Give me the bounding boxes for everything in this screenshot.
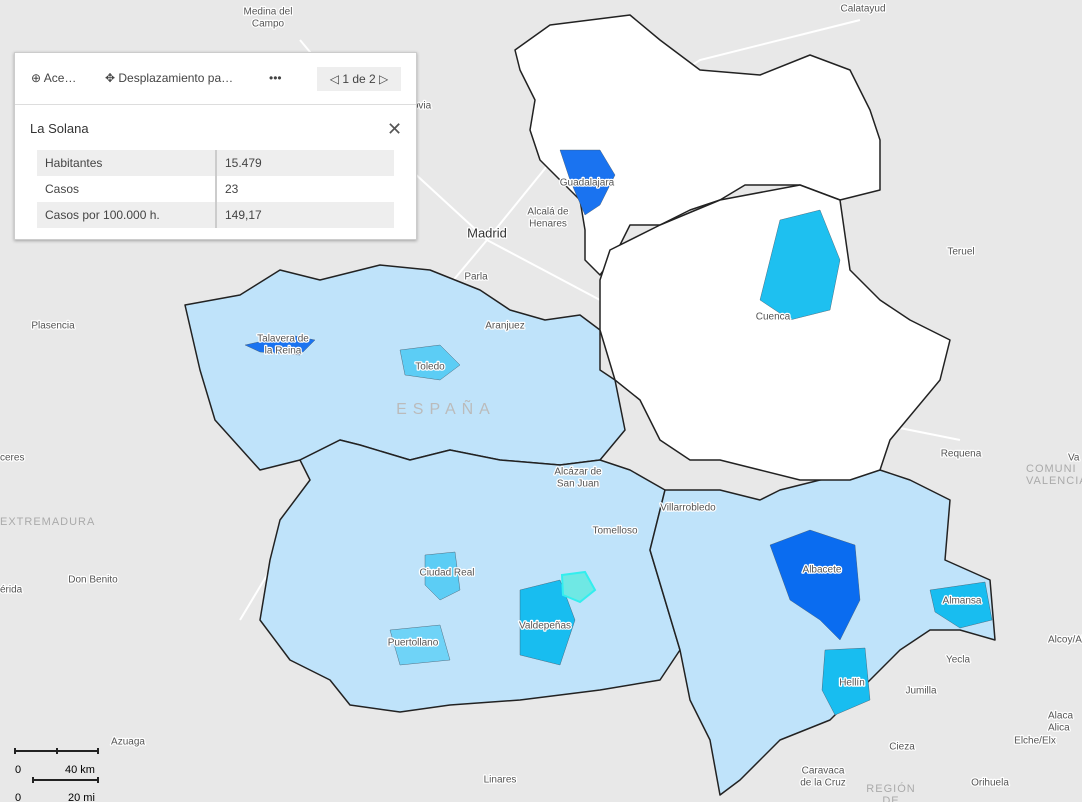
- place-label: Puertollano: [388, 638, 439, 649]
- scale-graphic: 0 40 km 0 20 mi: [14, 748, 99, 802]
- pager[interactable]: ◁ 1 de 2 ▷: [317, 67, 401, 91]
- place-label: ceres: [0, 453, 24, 464]
- place-label: Orihuela: [971, 778, 1009, 789]
- place-label: Valdepeñas: [519, 621, 571, 632]
- area-hellin: [821, 647, 871, 716]
- pan-button[interactable]: ✥ Desplazamiento pa…: [105, 71, 234, 85]
- place-label: Requena: [941, 449, 982, 460]
- table-row: Casos por 100.000 h. 149,17: [37, 202, 394, 228]
- place-label: Medina del: [244, 7, 293, 18]
- popup-title: La Solana: [30, 121, 89, 136]
- place-label: Don Benito: [68, 575, 118, 586]
- field-value: 149,17: [225, 208, 262, 222]
- km-zero: 0: [15, 764, 21, 776]
- area-cuenca: [759, 209, 841, 321]
- place-label: Azuaga: [111, 737, 145, 748]
- mi-zero: 0: [15, 792, 21, 802]
- zoom-button[interactable]: ⊕ Ace…: [31, 71, 77, 85]
- place-label: Almansa: [943, 596, 982, 607]
- place-label: Hellín: [839, 678, 865, 689]
- area-ciudad-real: [424, 551, 461, 601]
- place-label: Talavera de: [257, 334, 309, 345]
- zoom-label[interactable]: Ace…: [43, 71, 77, 85]
- place-label: ESPAÑA: [396, 398, 496, 418]
- place-label: Caravaca: [802, 766, 845, 777]
- place-label: la Reina: [265, 346, 302, 357]
- area-valdepenas: [519, 579, 576, 666]
- province-ciudad-real: [259, 439, 681, 713]
- mi-bar: [32, 777, 99, 783]
- area-puertollano: [389, 624, 451, 666]
- close-button[interactable]: ✕: [387, 119, 403, 139]
- field-name: Casos por 100.000 h.: [37, 202, 217, 228]
- attribute-table: Habitantes 15.479 Casos 23 Casos por 100.000…: [37, 150, 394, 228]
- table-row: Casos 23: [37, 176, 394, 202]
- place-label: Henares: [529, 219, 567, 230]
- place-label: San Juan: [557, 479, 599, 490]
- place-label: Jumilla: [905, 686, 937, 697]
- place-label: Plasencia: [31, 321, 75, 332]
- table-row: Habitantes 15.479: [37, 150, 394, 176]
- place-label: COMUNI: [1026, 463, 1077, 475]
- place-label: Parla: [464, 272, 488, 283]
- field-value: 23: [225, 182, 239, 196]
- area-almansa: [929, 581, 993, 629]
- place-label: Madrid: [467, 225, 507, 240]
- place-label: Ciudad Real: [419, 568, 474, 579]
- pan-label[interactable]: Desplazamiento pa…: [118, 71, 234, 85]
- place-label: Alica: [1048, 723, 1070, 734]
- place-label: Cuenca: [756, 312, 791, 323]
- place-label: Villarrobledo: [660, 503, 716, 514]
- place-label: Alcázar de: [554, 467, 602, 478]
- place-label: Va: [1068, 453, 1080, 464]
- place-label: Alaca: [1048, 711, 1073, 722]
- popup: ⊕ Ace… ✥ Desplazamiento pa… ••• ◁ 1 de 2…: [14, 52, 417, 240]
- place-label: Alcoy/Al: [1048, 635, 1082, 646]
- place-label: Aranjuez: [485, 321, 524, 332]
- place-label: Albacete: [803, 565, 842, 576]
- place-label: Calatayud: [840, 4, 885, 15]
- mi-label: 20 mi: [68, 792, 95, 802]
- page-label: 1 de 2: [342, 72, 376, 86]
- place-label: érida: [0, 585, 23, 596]
- field-name: Casos: [37, 176, 217, 202]
- area-albacete: [769, 529, 861, 641]
- place-label: Yecla: [946, 655, 971, 666]
- place-label: DE: [882, 795, 899, 802]
- more-button[interactable]: •••: [269, 71, 282, 85]
- place-label: REGIÓN: [866, 782, 915, 795]
- place-label: Teruel: [947, 247, 974, 258]
- area-la-solana: [560, 570, 597, 604]
- toolbar: ⊕ Ace… ✥ Desplazamiento pa… ••• ◁ 1 de 2…: [15, 53, 416, 105]
- place-label: Cieza: [889, 742, 915, 753]
- place-label: Alcalá de: [527, 207, 569, 218]
- place-label: EXTREMADURA: [0, 516, 95, 528]
- place-label: Tomelloso: [592, 526, 637, 537]
- km-bar: [14, 748, 99, 754]
- place-label: Toledo: [415, 362, 445, 373]
- area-talavera: [244, 334, 316, 356]
- scale-bar: 0 40 km 0 20 mi: [0, 745, 110, 802]
- place-label: Campo: [252, 19, 285, 30]
- km-label: 40 km: [65, 764, 95, 776]
- place-label: VALENCIA: [1026, 475, 1082, 487]
- province-cuenca: [599, 184, 951, 481]
- place-label: de la Cruz: [800, 778, 846, 789]
- area-guadalajara: [559, 149, 616, 216]
- province-albacete: [649, 469, 996, 796]
- area-toledo: [399, 344, 461, 381]
- field-name: Habitantes: [37, 150, 217, 176]
- place-label: Elche/Elx: [1014, 736, 1056, 747]
- field-value: 15.479: [225, 156, 262, 170]
- place-label: Linares: [484, 775, 517, 786]
- municipalities: [244, 149, 993, 716]
- place-label: Guadalajara: [560, 178, 615, 189]
